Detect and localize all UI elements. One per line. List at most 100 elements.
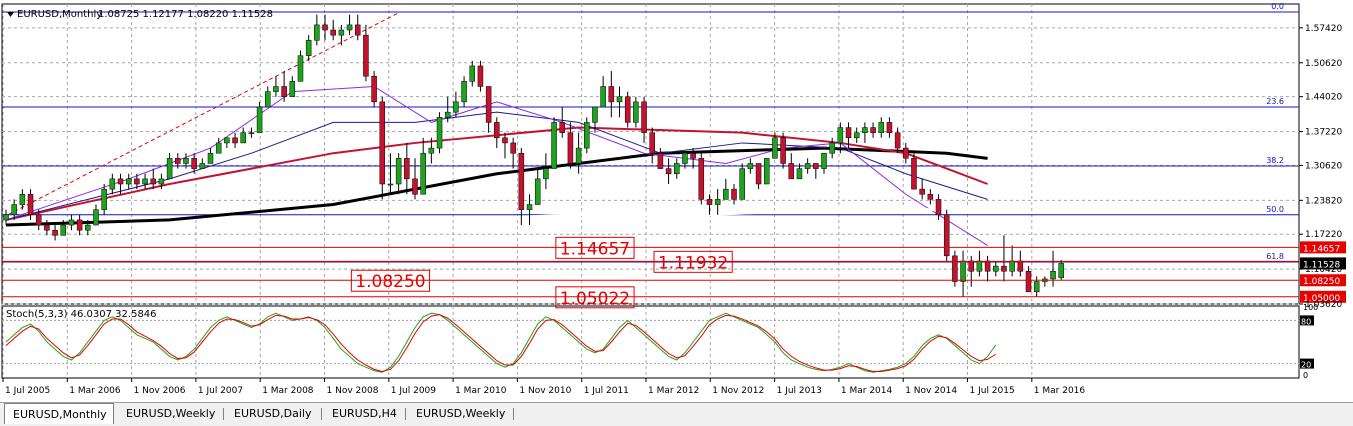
candle-body — [1001, 265, 1007, 272]
current-price-text: 1.11528 — [1303, 260, 1340, 270]
candle-body — [101, 188, 107, 210]
time-tick-label: 1 Jul 2011 — [584, 386, 629, 396]
candle-body — [395, 158, 402, 185]
candle-body — [853, 132, 860, 139]
candle-body — [404, 158, 410, 180]
candle-body — [821, 152, 827, 169]
candle-body — [788, 163, 795, 180]
candle-body — [412, 178, 418, 195]
candle-body — [76, 219, 83, 231]
price-level-tag — [1300, 274, 1346, 287]
tab-eurusd-daily[interactable]: EURUSD,Daily — [226, 405, 322, 423]
axis-tick-label: 1.37220 — [1305, 128, 1342, 138]
moving-average-line — [5, 111, 988, 221]
candle-body — [984, 260, 991, 272]
fib-label: 0.0 — [1271, 2, 1284, 11]
candle-body — [714, 199, 721, 205]
candle-body — [1009, 260, 1015, 272]
tab-eurusd-weekly[interactable]: EURUSD,Weekly — [118, 405, 224, 423]
candle-body — [494, 122, 500, 139]
tab-label: EURUSD,Weekly — [126, 407, 216, 420]
moving-average-line — [5, 126, 988, 221]
candle-body — [739, 168, 745, 200]
candle-body — [305, 40, 312, 56]
candle-body — [551, 122, 557, 169]
candle-body — [559, 122, 565, 133]
candle-body — [927, 194, 934, 200]
candle-body — [911, 158, 917, 190]
candle-body — [158, 178, 165, 185]
stoch-pane-frame — [1, 305, 1300, 379]
tab-eurusd-monthly[interactable]: EURUSD,Monthly — [4, 403, 114, 424]
candle-body — [747, 163, 754, 169]
candle-body — [755, 163, 762, 185]
candle-body — [584, 122, 590, 149]
candle-body — [960, 260, 966, 282]
candle-body — [886, 122, 893, 133]
time-tick-label: 1 Mar 2014 — [841, 386, 893, 396]
candle-body — [322, 24, 328, 31]
axis-tick-label: 1.50620 — [1305, 59, 1342, 69]
candle-body — [534, 178, 541, 205]
tab-eurusd-h4[interactable]: EURUSD,H4 — [324, 405, 406, 423]
chart-background — [0, 0, 1353, 402]
candle-body — [477, 65, 484, 87]
candle-body — [379, 101, 386, 185]
stochastic-oscillator: 80 20 100 0 — [2, 303, 1318, 380]
candle-body — [191, 158, 197, 169]
chart-header: EURUSD,Monthly 1.08725 1.12177 1.08220 1… — [7, 9, 273, 20]
ohlc-label: 1.08725 1.12177 1.08220 1.11528 — [98, 9, 273, 20]
time-tick-label: 1 Mar 2008 — [262, 386, 314, 396]
price-level-tag — [1300, 290, 1346, 303]
current-price-tag — [1300, 257, 1346, 270]
candle-body — [27, 194, 34, 216]
candle-body — [346, 24, 353, 31]
candle-body — [134, 178, 140, 185]
candle-body — [567, 132, 574, 164]
candle-body — [44, 224, 50, 231]
candle-body — [633, 101, 639, 123]
tab-eurusd-weekly-2[interactable]: EURUSD,Weekly — [408, 405, 514, 423]
candle-body — [330, 29, 336, 36]
candlesticks — [3, 14, 1064, 297]
candle-body — [371, 75, 377, 103]
candle-body — [354, 24, 361, 36]
candle-body — [862, 127, 868, 133]
candle-body — [142, 178, 148, 185]
candle-body — [1017, 260, 1024, 272]
candle-body — [248, 132, 255, 134]
candle-body — [813, 163, 819, 169]
candle-body — [3, 214, 9, 221]
candle-body — [11, 204, 17, 216]
candle-body — [436, 117, 443, 149]
candle-body — [68, 219, 75, 226]
candle-body — [109, 178, 116, 190]
candle-body — [175, 158, 181, 164]
candle-body — [763, 158, 770, 185]
time-tick-label: 1 Nov 2014 — [905, 386, 957, 396]
price-level-tag — [1300, 241, 1346, 254]
time-tick-label: 1 Jul 2009 — [391, 386, 436, 396]
tab-label: EURUSD,Monthly — [13, 408, 107, 421]
time-tick-label: 1 Nov 2012 — [712, 386, 764, 396]
time-tick-label: 1 Mar 2016 — [1034, 386, 1086, 396]
candle-body — [125, 178, 132, 185]
candle-body — [273, 86, 279, 92]
time-tick-label: 1 Nov 2006 — [134, 386, 186, 396]
candle-body — [420, 152, 426, 195]
tab-label: EURUSD,Daily — [234, 407, 312, 420]
time-tick-label: 1 Jul 2015 — [970, 386, 1015, 396]
candle-body — [731, 188, 737, 200]
price-level-label: 1.05022 — [560, 289, 630, 309]
candle-body — [894, 132, 901, 149]
candle-body — [526, 204, 533, 210]
chart-canvas[interactable]: 0.0 23.6 38.2 50.0 61.8 1.14657 1.14657 1.1193… — [0, 0, 1353, 402]
time-tick-label: 1 Jul 2005 — [5, 386, 50, 396]
candle-body — [698, 158, 705, 200]
candle-body — [543, 168, 549, 180]
candle-body — [52, 229, 58, 236]
moving-average-line — [455, 208, 988, 222]
dropdown-arrow-icon[interactable] — [7, 12, 14, 17]
candle-body — [772, 137, 778, 159]
price-level-tag-text: 1.05000 — [1303, 294, 1340, 304]
